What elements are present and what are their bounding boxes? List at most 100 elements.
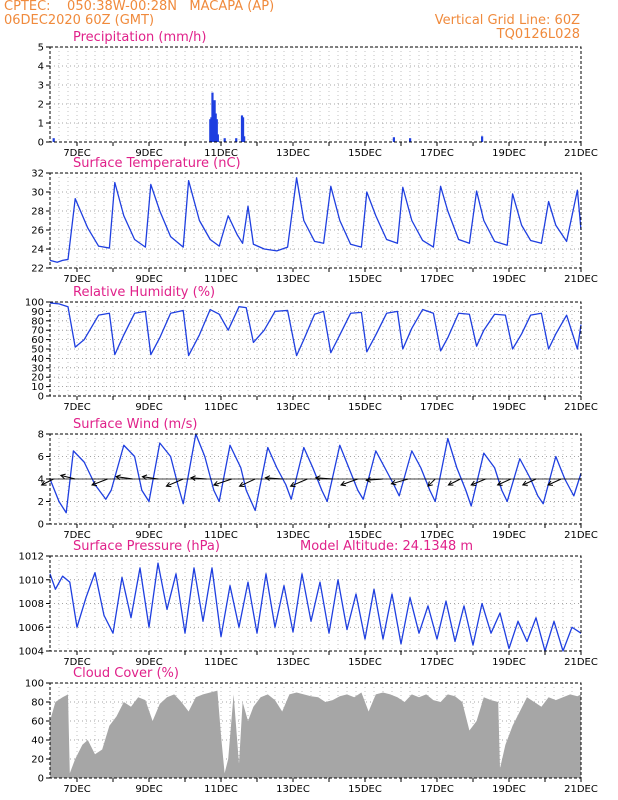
wind-vector-head [427, 481, 433, 487]
pressure-xtick-label: 13DEC [276, 657, 310, 668]
rh-xtick-label: 13DEC [276, 402, 310, 413]
wind-vector [60, 474, 76, 480]
wind-xtick-label: 11DEC [204, 530, 238, 541]
rh-ytick-label: 10 [31, 382, 44, 393]
pressure-xtick-label: 9DEC [135, 657, 162, 668]
station-header: CPTEC: 050:38W-00:28N MACAPA (AP) [4, 0, 275, 14]
precip-bar [223, 138, 226, 142]
pressure-ytick-label: 1012 [19, 552, 44, 563]
precip-xtick-label: 13DEC [276, 148, 310, 159]
wind-vector [366, 478, 384, 481]
wind-vector [190, 477, 207, 480]
wind-vector [265, 477, 283, 480]
wind-vector [142, 476, 159, 480]
pressure-ytick-label: 1008 [19, 599, 44, 610]
temp-panel: Surface Temperature (nC) 22 24 26 28 30 32 7DEC… [31, 156, 598, 285]
temp-ytick-label: 24 [31, 245, 44, 256]
wind-ytick-label: 6 [38, 452, 44, 463]
pressure-subtitle: Model Altitude: 24.1348 m [300, 539, 473, 554]
wind-vector-head [390, 479, 397, 486]
rh-xtick-label: 21DEC [564, 402, 598, 413]
wind-title: Surface Wind (m/s) [73, 417, 197, 432]
pressure-title: Surface Pressure (hPa) [73, 539, 220, 554]
wind-vector [239, 478, 256, 487]
wind-vector-head [547, 480, 554, 486]
run-id: TQ0126L028 [496, 27, 580, 42]
wind-vector [471, 478, 486, 486]
wind-xtick-label: 19DEC [492, 530, 526, 541]
wind-vector-head [189, 475, 196, 481]
precip-xtick-label: 21DEC [564, 148, 598, 159]
precip-bar [409, 138, 412, 142]
precip-xtick-label: 17DEC [420, 148, 454, 159]
rh-xtick-label: 7DEC [63, 402, 90, 413]
wind-vector-head [340, 480, 347, 487]
temp-xtick-label: 7DEC [63, 274, 90, 285]
precip-ytick-label: 0 [38, 138, 44, 149]
temp-xtick-label: 9DEC [135, 274, 162, 285]
precip-bar [215, 119, 218, 142]
temp-ytick-label: 32 [31, 169, 44, 180]
pressure-xtick-label: 17DEC [420, 657, 454, 668]
wind-xtick-label: 21DEC [564, 530, 598, 541]
rh-panel: Relative Humidity (%) 0102030405060708090… [25, 285, 598, 413]
wind-vector [166, 478, 184, 487]
temp-xtick-label: 21DEC [564, 274, 598, 285]
precip-title: Precipitation (mm/h) [73, 30, 206, 45]
wind-vector-head [212, 480, 219, 487]
rh-xtick-label: 15DEC [348, 402, 382, 413]
wind-vector [391, 478, 409, 485]
wind-ytick-label: 0 [38, 520, 44, 531]
rh-ytick-label: 70 [31, 326, 44, 337]
pressure-xtick-label: 15DEC [348, 657, 382, 668]
precip-bar [52, 138, 55, 142]
precip-ytick-label: 1 [38, 119, 44, 130]
temp-xtick-label: 19DEC [492, 274, 526, 285]
cloud-ytick-label: 0 [38, 774, 44, 785]
wind-vector [315, 477, 333, 480]
rh-ytick-label: 40 [31, 354, 44, 365]
pressure-xtick-label: 21DEC [564, 657, 598, 668]
wind-vector-head [264, 475, 271, 481]
precip-bar [235, 138, 238, 142]
rh-ytick-label: 50 [31, 345, 44, 356]
temp-xtick-label: 13DEC [276, 274, 310, 285]
temp-ytick-label: 30 [31, 188, 44, 199]
cloud-ytick-label: 100 [25, 679, 44, 690]
wind-xtick-label: 13DEC [276, 530, 310, 541]
temp-xtick-label: 17DEC [420, 274, 454, 285]
wind-vector-head [470, 480, 477, 487]
pressure-xtick-label: 7DEC [63, 657, 90, 668]
rh-line [49, 302, 582, 357]
wind-vector [41, 478, 54, 486]
wind-vector-head [40, 480, 47, 486]
wind-vector-head [521, 480, 528, 486]
precip-xtick-label: 9DEC [135, 148, 162, 159]
cloud-ytick-label: 20 [31, 755, 44, 766]
rh-ytick-label: 90 [31, 307, 44, 318]
wind-vector-head [165, 481, 172, 488]
rh-ytick-label: 20 [31, 373, 44, 384]
cloud-xtick-label: 9DEC [135, 784, 162, 795]
precip-ytick-label: 4 [38, 62, 44, 73]
rh-xtick-label: 9DEC [135, 402, 162, 413]
cloud-xtick-label: 21DEC [564, 784, 598, 795]
wind-xtick-label: 7DEC [63, 530, 90, 541]
pressure-panel: Surface Pressure (hPa) Model Altitude: 24… [19, 539, 598, 668]
rh-ytick-label: 100 [25, 298, 44, 309]
wind-ytick-label: 8 [38, 430, 44, 441]
precip-xtick-label: 11DEC [204, 148, 238, 159]
pressure-ytick-label: 1010 [19, 575, 44, 586]
wind-vector-head [289, 481, 296, 488]
wind-vector [340, 478, 358, 486]
wind-xtick-label: 9DEC [135, 530, 162, 541]
precip-xtick-label: 15DEC [348, 148, 382, 159]
cloud-area [50, 690, 581, 778]
temp-ytick-label: 26 [31, 226, 44, 237]
date-header: 06DEC2020 60Z (GMT) [4, 13, 155, 28]
cloud-ytick-label: 40 [31, 736, 44, 747]
cloud-ytick-label: 60 [31, 717, 44, 728]
wind-vector [290, 478, 308, 487]
pressure-xtick-label: 11DEC [204, 657, 238, 668]
precip-bar [392, 137, 395, 142]
